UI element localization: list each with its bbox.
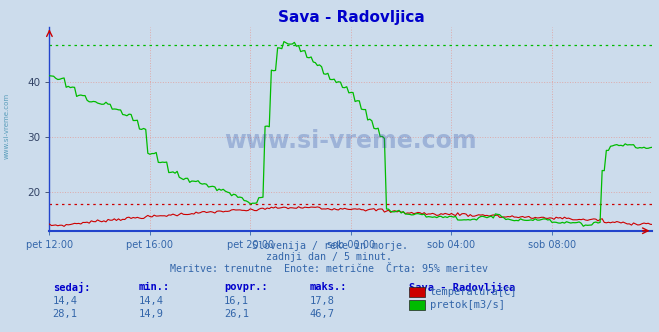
Text: maks.:: maks.: bbox=[310, 282, 347, 292]
Text: www.si-vreme.com: www.si-vreme.com bbox=[225, 129, 477, 153]
Text: www.si-vreme.com: www.si-vreme.com bbox=[3, 93, 10, 159]
Text: Meritve: trenutne  Enote: metrične  Črta: 95% meritev: Meritve: trenutne Enote: metrične Črta: … bbox=[171, 264, 488, 274]
Text: 28,1: 28,1 bbox=[53, 309, 78, 319]
Text: povpr.:: povpr.: bbox=[224, 282, 268, 292]
Text: 46,7: 46,7 bbox=[310, 309, 335, 319]
Text: 14,4: 14,4 bbox=[53, 296, 78, 306]
Text: pretok[m3/s]: pretok[m3/s] bbox=[430, 300, 505, 310]
Text: 26,1: 26,1 bbox=[224, 309, 249, 319]
Text: 14,4: 14,4 bbox=[138, 296, 163, 306]
Text: zadnji dan / 5 minut.: zadnji dan / 5 minut. bbox=[266, 252, 393, 262]
Text: temperatura[C]: temperatura[C] bbox=[430, 287, 517, 297]
Title: Sava - Radovljica: Sava - Radovljica bbox=[277, 10, 424, 25]
Text: 17,8: 17,8 bbox=[310, 296, 335, 306]
Text: min.:: min.: bbox=[138, 282, 169, 292]
Text: 16,1: 16,1 bbox=[224, 296, 249, 306]
Text: sedaj:: sedaj: bbox=[53, 282, 90, 293]
Text: Sava - Radovljica: Sava - Radovljica bbox=[409, 282, 515, 293]
Text: 14,9: 14,9 bbox=[138, 309, 163, 319]
Text: Slovenija / reke in morje.: Slovenija / reke in morje. bbox=[252, 241, 407, 251]
